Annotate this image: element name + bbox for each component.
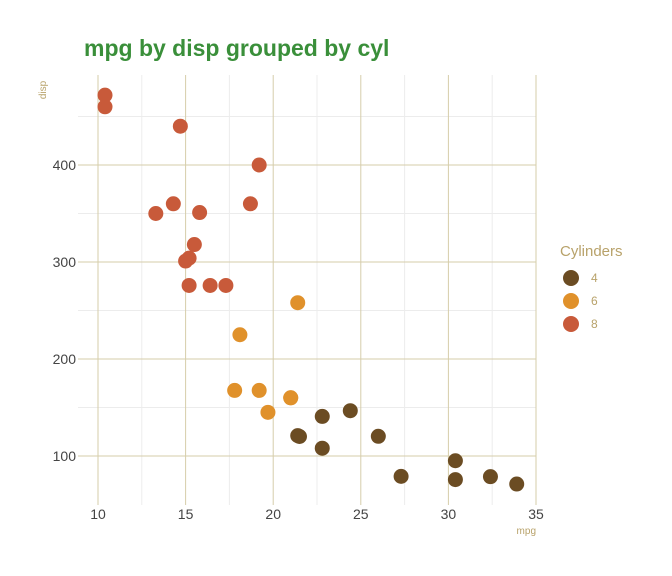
data-point-cyl-4 (393, 468, 409, 484)
data-point-cyl-4 (342, 403, 358, 419)
data-point-cyl-8 (218, 277, 234, 293)
data-point-cyl-4 (447, 472, 463, 488)
data-point-cyl-4 (447, 453, 463, 469)
data-points (97, 87, 525, 492)
data-point-cyl-6 (227, 382, 243, 398)
y-tick-label: 100 (53, 448, 77, 464)
data-point-cyl-8 (148, 206, 164, 221)
legend-item-8: 8 (560, 312, 623, 335)
data-point-cyl-4 (290, 428, 306, 444)
x-tick-label: 20 (265, 506, 281, 522)
data-point-cyl-8 (178, 253, 194, 269)
data-point-cyl-8 (192, 205, 208, 221)
data-point-cyl-8 (165, 196, 181, 212)
data-point-cyl-8 (97, 99, 113, 115)
legend-swatch (563, 315, 579, 332)
data-point-cyl-8 (97, 87, 113, 103)
minor-gridlines (78, 75, 536, 505)
data-point-cyl-6 (260, 404, 276, 420)
major-gridlines (78, 75, 537, 505)
chart-title: mpg by disp grouped by cyl (84, 35, 390, 61)
legend-title: Cylinders (560, 243, 623, 260)
legend-item-4: 4 (560, 266, 623, 289)
legend-item-6: 6 (560, 289, 623, 312)
x-tick-label: 35 (528, 506, 544, 522)
data-point-cyl-8 (181, 277, 197, 293)
y-axis-label: disp (38, 80, 49, 99)
data-point-cyl-6 (290, 295, 306, 311)
data-point-cyl-4 (314, 440, 330, 456)
legend-label: 4 (591, 270, 598, 285)
legend-swatch (563, 292, 579, 309)
x-tick-label: 25 (353, 506, 369, 522)
x-axis-label: mpg (517, 526, 536, 537)
legend-label: 8 (591, 316, 598, 331)
data-point-cyl-4 (314, 408, 330, 424)
x-tick-label: 15 (178, 506, 194, 522)
legend-swatch (563, 269, 579, 286)
data-point-cyl-4 (482, 469, 498, 485)
data-point-cyl-6 (251, 382, 267, 398)
legend-label: 6 (591, 293, 598, 308)
y-tick-label: 200 (53, 351, 77, 367)
data-point-cyl-6 (283, 390, 299, 406)
tick-labels: 10 15 20 25 30 35 100 200 300 400 (53, 157, 544, 522)
y-tick-label: 400 (53, 157, 77, 173)
y-tick-label: 300 (53, 254, 77, 270)
data-point-cyl-8 (202, 277, 218, 293)
legend: Cylinders 4 6 8 (560, 243, 623, 335)
data-point-cyl-4 (370, 428, 386, 444)
x-tick-label: 10 (90, 506, 106, 522)
data-point-cyl-8 (186, 237, 202, 253)
legend-items: 4 6 8 (560, 266, 623, 335)
data-point-cyl-4 (509, 476, 525, 492)
data-point-cyl-6 (232, 327, 248, 343)
data-point-cyl-8 (172, 118, 188, 134)
x-tick-label: 30 (441, 506, 457, 522)
data-point-cyl-8 (242, 196, 258, 212)
data-point-cyl-8 (251, 157, 267, 173)
